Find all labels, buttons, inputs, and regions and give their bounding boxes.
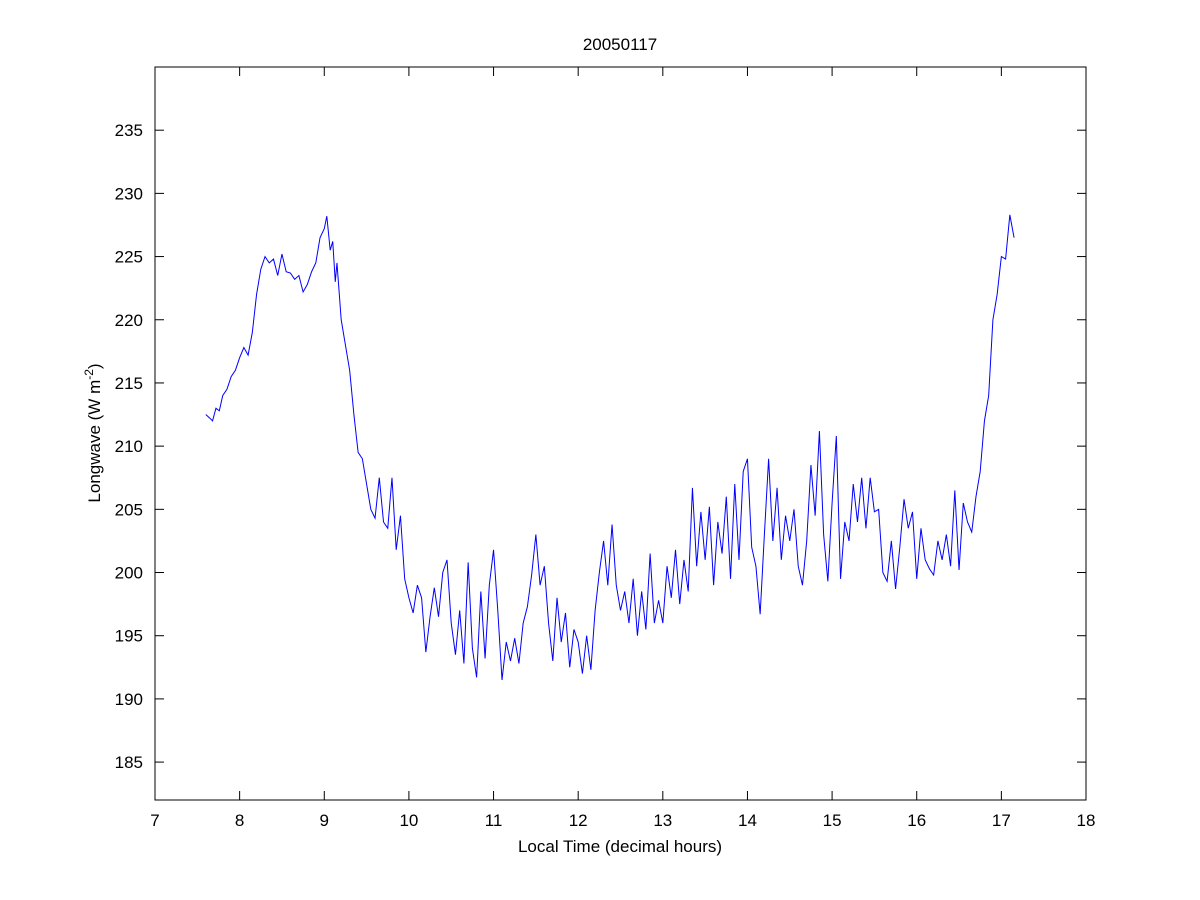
x-tick-label: 11 bbox=[485, 811, 503, 830]
y-tick-label: 210 bbox=[115, 437, 143, 456]
y-tick-label: 185 bbox=[115, 753, 143, 772]
x-tick-label: 9 bbox=[320, 811, 329, 830]
y-tick-label: 195 bbox=[115, 627, 143, 646]
x-tick-label: 7 bbox=[150, 811, 159, 830]
y-tick-label: 205 bbox=[115, 500, 143, 519]
y-tick-label: 230 bbox=[115, 184, 143, 203]
y-tick-label: 190 bbox=[115, 690, 143, 709]
y-tick-label: 220 bbox=[115, 311, 143, 330]
y-axis-label-end: ) bbox=[85, 363, 104, 369]
y-tick-label: 200 bbox=[115, 564, 143, 583]
x-tick-label: 14 bbox=[738, 811, 757, 830]
x-tick-label: 16 bbox=[907, 811, 926, 830]
y-axis-label-exponent: -2 bbox=[82, 369, 96, 380]
x-axis-label: Local Time (decimal hours) bbox=[518, 837, 722, 856]
y-tick-label: 225 bbox=[115, 248, 143, 267]
x-tick-label: 15 bbox=[823, 811, 842, 830]
plot-frame bbox=[154, 66, 1087, 801]
data-line bbox=[205, 214, 1015, 680]
x-tick-label: 18 bbox=[1077, 811, 1096, 830]
x-tick-label: 17 bbox=[992, 811, 1011, 830]
y-axis-label: Longwave (W m-2) bbox=[82, 363, 104, 502]
x-tick-label: 12 bbox=[569, 811, 588, 830]
chart-title: 20050117 bbox=[583, 35, 657, 54]
y-tick-label: 235 bbox=[115, 121, 143, 140]
x-tick-label: 8 bbox=[235, 811, 244, 830]
x-tick-label: 13 bbox=[653, 811, 672, 830]
y-tick-label: 215 bbox=[115, 374, 143, 393]
y-axis-label-text: Longwave (W m bbox=[85, 380, 104, 503]
x-tick-label: 10 bbox=[399, 811, 418, 830]
